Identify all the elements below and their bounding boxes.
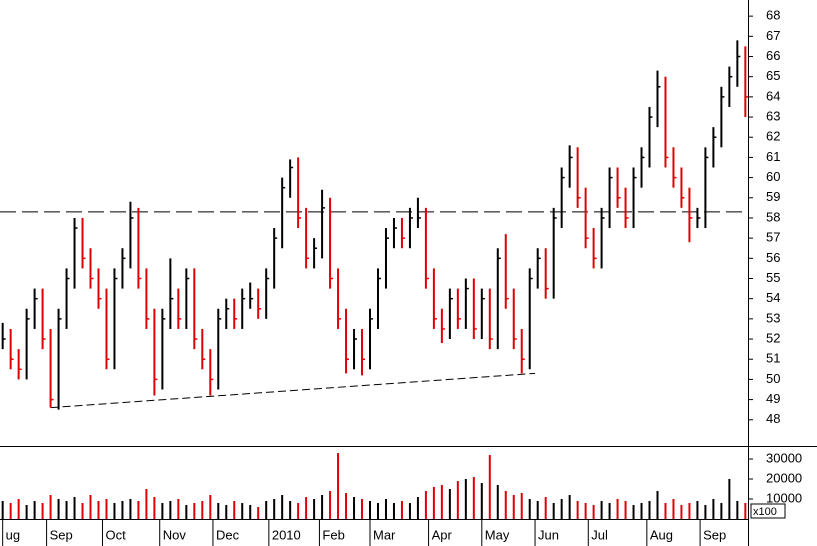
volume-tick-label: 10000: [766, 490, 802, 505]
x-tick-label: Feb: [322, 527, 344, 542]
y-tick-label: 57: [766, 230, 780, 245]
x-tick-label: Nov: [163, 527, 187, 542]
y-tick-label: 64: [766, 88, 780, 103]
y-tick-label: 65: [766, 68, 780, 83]
x-tick-label: Jun: [538, 527, 559, 542]
x-tick-label: May: [485, 527, 510, 542]
x-tick-label: Dec: [216, 527, 240, 542]
y-tick-label: 58: [766, 209, 780, 224]
y-tick-label: 59: [766, 189, 780, 204]
y-tick-label: 48: [766, 411, 780, 426]
y-tick-label: 51: [766, 351, 780, 366]
y-tick-label: 66: [766, 48, 780, 63]
volume-tick-label: 20000: [766, 470, 802, 485]
x-tick-label: ug: [6, 527, 20, 542]
x-tick-label: Sep: [703, 527, 726, 542]
y-tick-label: 68: [766, 8, 780, 23]
y-tick-label: 61: [766, 149, 780, 164]
y-tick-label: 56: [766, 250, 780, 265]
y-tick-label: 63: [766, 108, 780, 123]
volume-unit-box: [750, 503, 786, 519]
y-tick-label: 67: [766, 28, 780, 43]
x-tick-label: Mar: [373, 527, 396, 542]
y-tick-label: 49: [766, 391, 780, 406]
volume-tick-label: 30000: [766, 450, 802, 465]
y-tick-label: 53: [766, 310, 780, 325]
trend-line: [50, 372, 536, 409]
y-tick-label: 62: [766, 129, 780, 144]
x-tick-label: Oct: [105, 527, 126, 542]
y-tick-label: 55: [766, 270, 780, 285]
x-tick-label: Apr: [432, 527, 453, 542]
x-tick-label: Aug: [650, 527, 673, 542]
y-tick-label: 52: [766, 330, 780, 345]
x-tick-label: 2010: [272, 527, 301, 542]
x-tick-label: Sep: [50, 527, 73, 542]
y-tick-label: 50: [766, 371, 780, 386]
x-tick-label: Jul: [591, 527, 608, 542]
volume-unit: x100: [753, 506, 777, 518]
y-tick-label: 54: [766, 290, 780, 305]
y-tick-label: 60: [766, 169, 780, 184]
